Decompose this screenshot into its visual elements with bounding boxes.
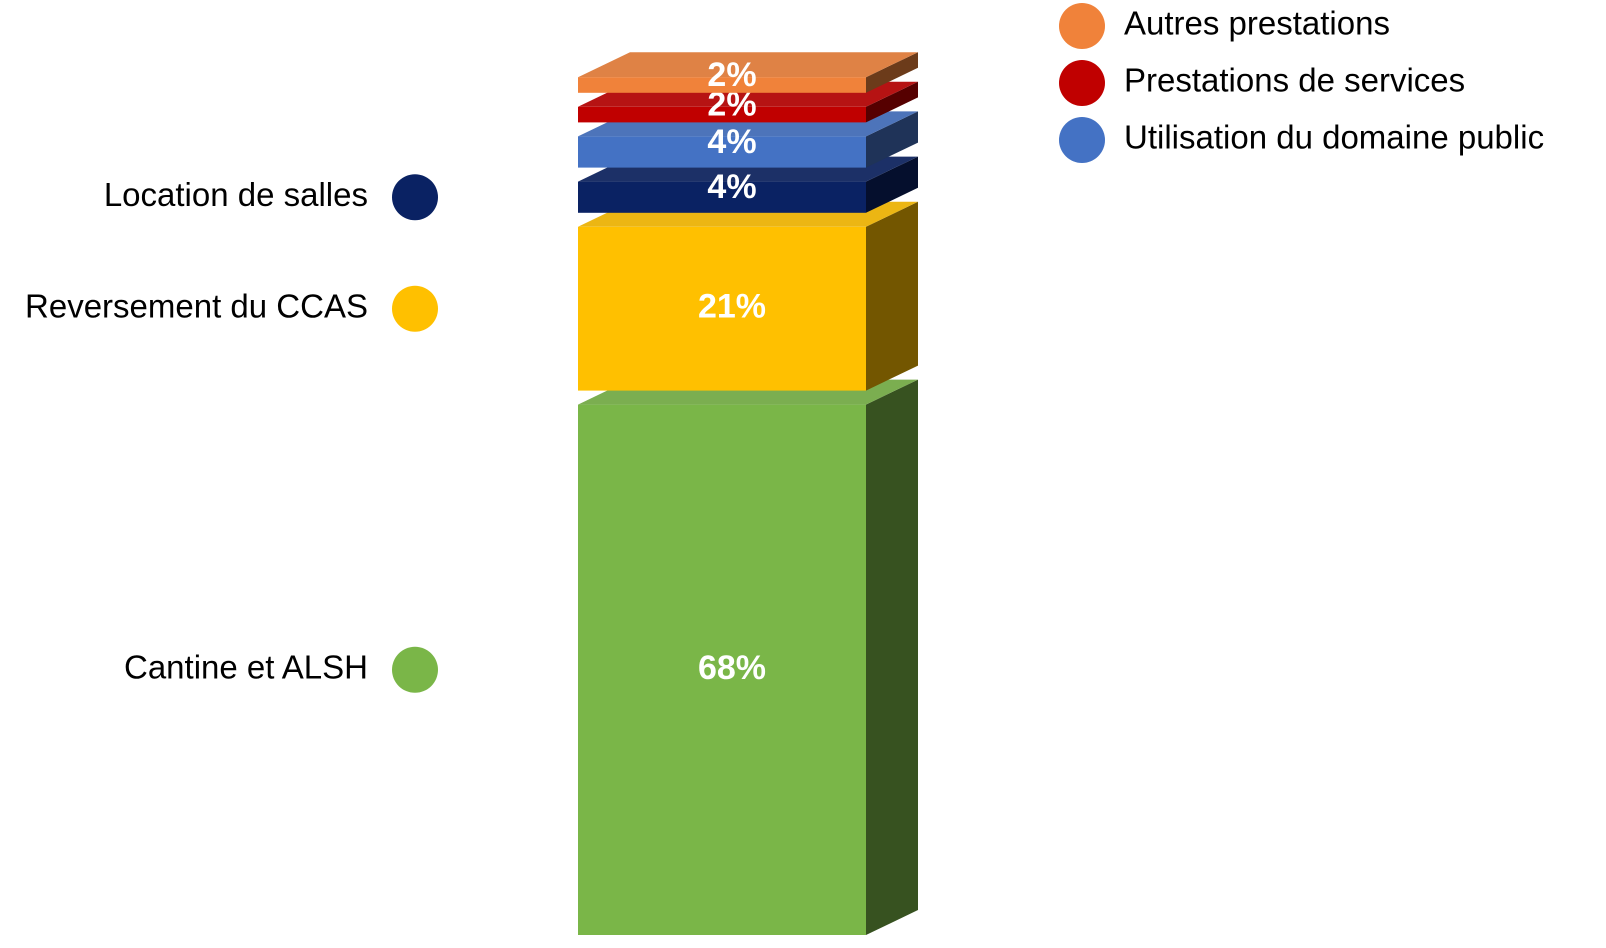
legend-marker bbox=[392, 174, 438, 221]
legend-marker bbox=[1059, 60, 1105, 106]
bar bbox=[578, 136, 866, 168]
value-label: 4% bbox=[707, 123, 756, 161]
bar-side bbox=[866, 156, 918, 213]
value-label: 4% bbox=[707, 168, 756, 206]
bar bbox=[578, 404, 866, 936]
legend-marker bbox=[1059, 117, 1105, 163]
legend-label: Autres prestations bbox=[1124, 5, 1390, 42]
bar bbox=[578, 77, 866, 93]
legend-marker bbox=[1059, 3, 1105, 49]
value-label: 21% bbox=[698, 288, 766, 326]
legend-label: Cantine et ALSH bbox=[124, 649, 368, 686]
bar bbox=[578, 106, 866, 123]
legend-label: Reversement du CCAS bbox=[25, 287, 368, 324]
bar-side bbox=[866, 201, 918, 391]
bar bbox=[578, 226, 866, 391]
legend-marker bbox=[392, 285, 438, 332]
bar-side bbox=[866, 379, 918, 936]
legend-label: Utilisation du domaine public bbox=[1124, 119, 1544, 156]
bar bbox=[578, 181, 866, 213]
bar-side bbox=[866, 111, 918, 168]
value-label: 2% bbox=[707, 56, 756, 94]
legend-label: Location de salles bbox=[104, 176, 368, 213]
bar-side bbox=[866, 81, 918, 123]
legend-label: Prestations de services bbox=[1124, 62, 1465, 99]
bar-side bbox=[866, 52, 918, 93]
value-label: 68% bbox=[698, 649, 766, 687]
legend-marker bbox=[392, 646, 438, 693]
bar-top bbox=[578, 52, 918, 78]
